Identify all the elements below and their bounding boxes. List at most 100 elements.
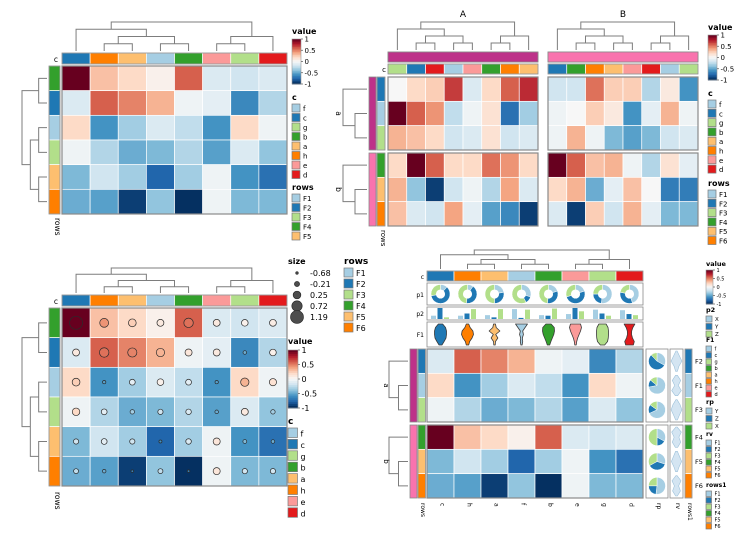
colorbar-slice — [708, 73, 717, 76]
heatmap-cell — [561, 397, 590, 423]
annotation-border — [387, 63, 539, 75]
colorbar-tick-label: 0.5 — [305, 47, 316, 55]
heatmap-cell — [603, 176, 624, 203]
pie-slice — [629, 284, 640, 304]
heatmap-cell — [146, 139, 175, 166]
heatmap-cell — [387, 152, 408, 178]
bl-dot — [269, 348, 277, 357]
colorbar-slice — [292, 50, 301, 53]
heatmap-cell — [585, 100, 605, 127]
annotation-cell-F6 — [48, 455, 61, 487]
annotation-border — [417, 348, 426, 423]
heatmap-border — [387, 152, 539, 227]
colorbar-slice — [708, 36, 717, 39]
br-rows1-annotation-b — [684, 424, 693, 499]
colorbar-tick-label: 0 — [717, 285, 720, 291]
br-p2-bar — [572, 308, 578, 319]
colorbar-slice — [292, 67, 301, 71]
colorbar-tick-label: 0 — [721, 54, 725, 62]
br-violin-d — [623, 323, 636, 346]
legend-item-label: Y — [714, 409, 719, 415]
heatmap-cell — [89, 90, 119, 116]
legend-swatch-d — [707, 164, 717, 174]
legend-swatch-h — [291, 151, 301, 160]
heatmap-cell — [534, 424, 563, 450]
heatmap-cell — [425, 125, 445, 151]
annotation-cell-a — [117, 52, 147, 65]
heatmap-cell — [462, 125, 483, 151]
colorbar-slice — [288, 379, 298, 382]
legend-item-label: Y — [714, 325, 719, 331]
heatmap-cell — [174, 65, 203, 92]
heatmap-cell — [534, 348, 563, 374]
heatmap-cell — [202, 139, 232, 166]
legend-swatch-a — [705, 371, 712, 378]
heatmap-cell — [406, 176, 426, 203]
br-violin-f — [515, 323, 528, 346]
br-p2-bar — [525, 309, 530, 319]
colorbar-slice — [292, 72, 301, 75]
bl-dot — [240, 377, 250, 387]
legend-swatch-e — [287, 496, 298, 507]
bl-dot — [270, 409, 276, 415]
heatmap-cell — [462, 100, 483, 127]
legend-item-label: e — [719, 157, 723, 165]
legend-swatch-F1 — [343, 267, 354, 278]
br-p2-bar — [485, 315, 490, 319]
legend-swatch-h — [705, 378, 712, 385]
colorbar-slice — [288, 383, 298, 386]
colorbar-slice — [706, 289, 713, 292]
panel-top-left: crows10.50-0.5-1valuecfcgbahedrowsF1F2F3… — [21, 21, 318, 241]
legend-item-label: F4 — [715, 511, 721, 517]
br-p2-bar — [458, 315, 463, 319]
pie-slice — [655, 477, 666, 495]
legend-item-label: a — [301, 475, 306, 484]
heatmap-cell — [547, 152, 568, 178]
tr-top-dendrogram-B — [556, 21, 690, 50]
br-p1-donut — [538, 284, 559, 304]
heatmap-cell — [426, 397, 455, 423]
colorbar-slice — [292, 75, 301, 79]
bl-dot — [157, 468, 164, 475]
br-violin-c — [434, 323, 447, 346]
donut-hole — [543, 289, 554, 299]
heatmap-cell — [146, 164, 175, 190]
bl-dot — [69, 315, 83, 330]
heatmap-cell — [660, 125, 680, 151]
bl-dot — [130, 469, 134, 473]
legend-swatch-a — [291, 141, 301, 151]
heatmap-cell — [480, 448, 509, 475]
bl-dot — [100, 438, 108, 445]
heatmap-cell — [443, 125, 464, 151]
annotation-cell-F1 — [48, 366, 61, 398]
annotation-cell-F6 — [376, 201, 386, 227]
dendrogram-path — [75, 21, 274, 51]
annotation-cell-c — [406, 63, 426, 75]
legend-swatch-F5 — [705, 516, 712, 523]
bl-dot — [241, 468, 248, 475]
heatmap-cell — [453, 348, 482, 374]
colorbar-slice — [706, 297, 713, 300]
colorbar-slice — [706, 284, 713, 287]
heatmap-cell — [561, 424, 590, 450]
annotation-cell-f — [146, 52, 175, 65]
colorbar-tick-label: 1 — [721, 32, 725, 40]
heatmap-cell — [615, 372, 644, 399]
heatmap-cell — [507, 348, 536, 374]
br-rp-pie — [648, 376, 666, 395]
donut-hole — [435, 289, 446, 299]
annotation-border — [376, 76, 386, 151]
pie-slice — [457, 284, 468, 304]
heatmap-cell — [89, 139, 119, 166]
annotation-cell-d — [615, 270, 644, 282]
br-rv-density — [671, 475, 682, 497]
legend-swatch-F2 — [343, 278, 354, 289]
tr-block-title-B: B — [620, 10, 626, 20]
colorbar-slice — [708, 60, 717, 63]
legend-swatch-F2 — [705, 446, 712, 453]
annotation-cell-f — [660, 63, 680, 75]
legend-item-label: d — [719, 166, 723, 174]
heatmap-cell — [507, 424, 536, 450]
